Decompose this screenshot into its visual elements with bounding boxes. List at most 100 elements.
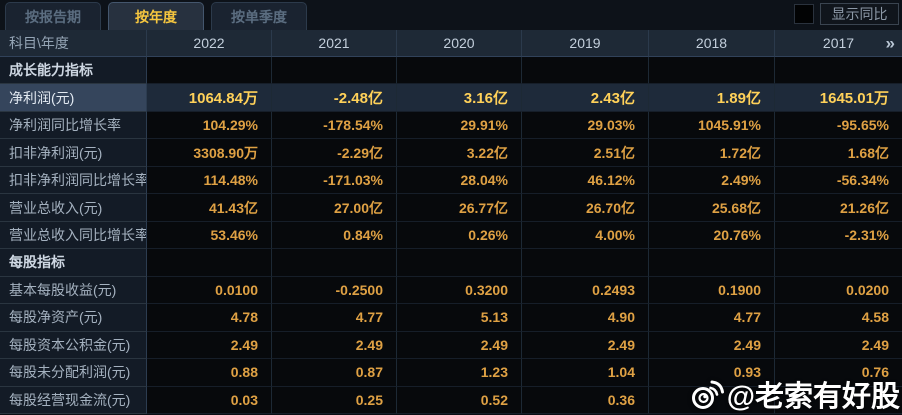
value-cell xyxy=(775,57,902,85)
row-label: 净利润(元) xyxy=(0,84,147,112)
value-cell xyxy=(147,57,272,85)
row-label: 基本每股收益(元) xyxy=(0,276,147,305)
more-columns-icon[interactable]: » xyxy=(885,33,895,53)
value-cell: 3308.90万 xyxy=(147,139,272,167)
value-cell: 28.04% xyxy=(397,166,522,195)
value-cell: 26.70亿 xyxy=(522,194,649,222)
year-column-header-2022: 2022 xyxy=(147,30,272,57)
value-cell: -171.03% xyxy=(272,166,397,195)
value-cell: 25.68亿 xyxy=(649,194,775,222)
value-cell: 1.68亿 xyxy=(775,139,902,167)
value-cell: 2.51亿 xyxy=(522,139,649,167)
table-row[interactable]: 每股资本公积金(元) 2.49 2.49 2.49 2.49 2.49 2.49 xyxy=(0,331,902,360)
year-column-header-2019: 2019 xyxy=(522,30,649,57)
value-cell: 4.77 xyxy=(272,304,397,332)
value-cell: 114.48% xyxy=(147,166,272,195)
value-cell: -2.29亿 xyxy=(272,139,397,167)
value-cell: 0.1900 xyxy=(649,276,775,305)
table-row[interactable]: 净利润(元) 1064.84万 -2.48亿 3.16亿 2.43亿 1.89亿 1645.… xyxy=(0,84,902,112)
value-cell: 1.04 xyxy=(522,359,649,387)
value-cell: -2.48亿 xyxy=(272,84,397,112)
value-cell: 4.90 xyxy=(522,304,649,332)
value-cell: 0.84% xyxy=(272,221,397,250)
value-cell xyxy=(649,57,775,85)
period-tabbar: 按报告期 按年度 按单季度 显示同比 xyxy=(0,0,902,30)
tab-by-report-period[interactable]: 按报告期 xyxy=(5,2,101,30)
value-cell: 3.22亿 xyxy=(397,139,522,167)
value-cell: 104.29% xyxy=(147,111,272,140)
value-cell: 0.52 xyxy=(397,386,522,414)
value-cell: 0.76 xyxy=(775,359,902,387)
value-cell xyxy=(397,57,522,85)
value-cell: 2.43亿 xyxy=(522,84,649,112)
value-cell: 0.26% xyxy=(397,221,522,250)
value-cell: 29.03% xyxy=(522,111,649,140)
value-cell: 4.58 xyxy=(775,304,902,332)
period-tabs: 按报告期 按年度 按单季度 xyxy=(0,2,307,30)
section-row: 每股指标 xyxy=(0,249,902,277)
value-cell: 4.00% xyxy=(522,221,649,250)
yoy-controls: 显示同比 xyxy=(794,3,899,25)
value-cell xyxy=(397,249,522,277)
value-cell: 4.78 xyxy=(147,304,272,332)
value-cell: 46.12% xyxy=(522,166,649,195)
value-cell: 0.2493 xyxy=(522,276,649,305)
table-row[interactable]: 基本每股收益(元) 0.0100 -0.2500 0.3200 0.2493 0.1900… xyxy=(0,276,902,305)
value-cell: -2.31% xyxy=(775,221,902,250)
value-cell xyxy=(775,249,902,277)
value-cell: 2.49 xyxy=(649,331,775,360)
table-row[interactable]: 每股未分配利润(元) 0.88 0.87 1.23 1.04 0.93 0.76 xyxy=(0,359,902,387)
value-cell: 27.00亿 xyxy=(272,194,397,222)
value-cell xyxy=(775,386,902,414)
row-label: 成长能力指标 xyxy=(0,57,147,85)
value-cell: 0.0200 xyxy=(775,276,902,305)
table-row[interactable]: 营业总收入同比增长率 53.46% 0.84% 0.26% 4.00% 20.76% -2.… xyxy=(0,221,902,250)
tab-by-year[interactable]: 按年度 xyxy=(108,2,204,30)
row-label: 营业总收入同比增长率 xyxy=(0,221,147,250)
table-row[interactable]: 每股净资产(元) 4.78 4.77 5.13 4.90 4.77 4.58 xyxy=(0,304,902,332)
value-cell: 0.36 xyxy=(522,386,649,414)
value-cell xyxy=(272,249,397,277)
value-cell: 29.91% xyxy=(397,111,522,140)
value-cell: 1.89亿 xyxy=(649,84,775,112)
row-label: 每股未分配利润(元) xyxy=(0,359,147,387)
value-cell: 0.87 xyxy=(272,359,397,387)
year-column-header-2021: 2021 xyxy=(272,30,397,57)
value-cell: 1045.91% xyxy=(649,111,775,140)
value-cell: 5.13 xyxy=(397,304,522,332)
financial-table: 科目\年度 2022 2021 2020 2019 2018 2017» 成长能力指标 净利润… xyxy=(0,30,902,414)
value-cell: 26.77亿 xyxy=(397,194,522,222)
table-header: 科目\年度 2022 2021 2020 2019 2018 2017» xyxy=(0,30,902,57)
value-cell: 0.3200 xyxy=(397,276,522,305)
value-cell: 2.49 xyxy=(397,331,522,360)
show-yoy-checkbox[interactable] xyxy=(794,4,814,24)
row-label: 扣非净利润同比增长率 xyxy=(0,166,147,195)
table-row[interactable]: 净利润同比增长率 104.29% -178.54% 29.91% 29.03% 1045.… xyxy=(0,111,902,140)
value-cell: 4.77 xyxy=(649,304,775,332)
value-cell: 2.49 xyxy=(522,331,649,360)
table-row[interactable]: 扣非净利润(元) 3308.90万 -2.29亿 3.22亿 2.51亿 1.72亿 1.6… xyxy=(0,139,902,167)
value-cell: -95.65% xyxy=(775,111,902,140)
value-cell: 0.88 xyxy=(147,359,272,387)
row-label: 每股经营现金流(元) xyxy=(0,386,147,414)
value-cell: 1.23 xyxy=(397,359,522,387)
value-cell xyxy=(147,249,272,277)
value-cell xyxy=(649,386,775,414)
value-cell: 0.03 xyxy=(147,386,272,414)
value-cell: 0.0100 xyxy=(147,276,272,305)
corner-label: 科目\年度 xyxy=(0,30,147,57)
year-column-header-2020: 2020 xyxy=(397,30,522,57)
row-label: 每股指标 xyxy=(0,249,147,277)
row-label: 营业总收入(元) xyxy=(0,194,147,222)
value-cell xyxy=(649,249,775,277)
table-body: 成长能力指标 净利润(元) 1064.84万 -2.48亿 3.16亿 2.43亿 1.89… xyxy=(0,57,902,414)
tab-by-quarter[interactable]: 按单季度 xyxy=(211,2,307,30)
value-cell: 0.93 xyxy=(649,359,775,387)
value-cell: 1064.84万 xyxy=(147,84,272,112)
table-row[interactable]: 营业总收入(元) 41.43亿 27.00亿 26.77亿 26.70亿 25.68亿 21… xyxy=(0,194,902,222)
show-yoy-label[interactable]: 显示同比 xyxy=(820,3,899,25)
value-cell: 21.26亿 xyxy=(775,194,902,222)
table-row[interactable]: 扣非净利润同比增长率 114.48% -171.03% 28.04% 46.12% 2.4… xyxy=(0,166,902,195)
table-row[interactable]: 每股经营现金流(元) 0.03 0.25 0.52 0.36 xyxy=(0,386,902,414)
row-label: 净利润同比增长率 xyxy=(0,111,147,140)
